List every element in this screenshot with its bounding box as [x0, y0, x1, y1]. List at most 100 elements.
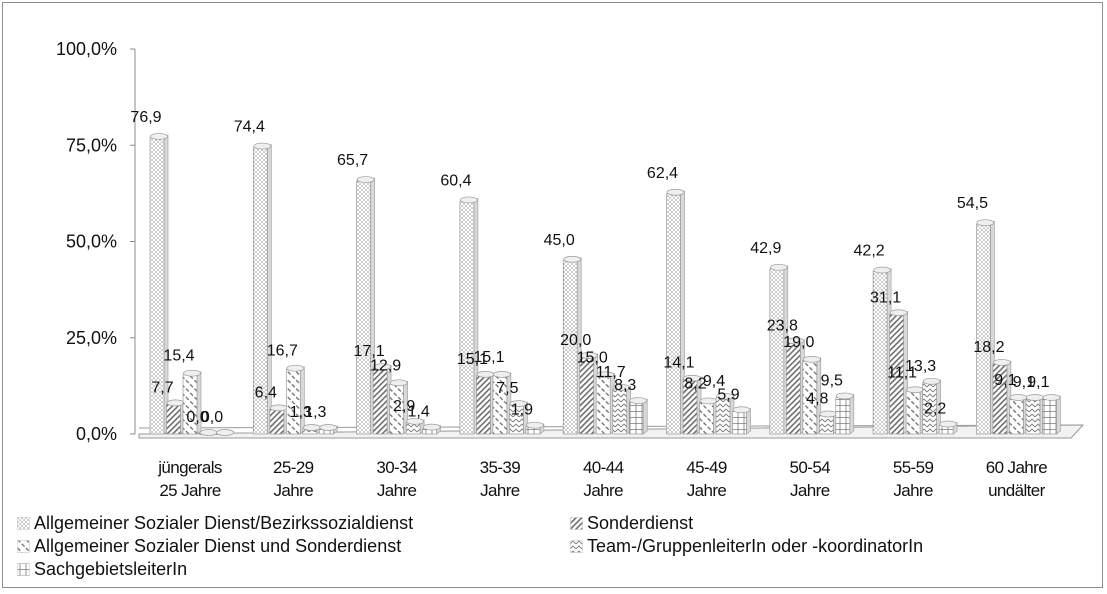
bar-front-face	[595, 375, 611, 435]
bar-top-face	[835, 392, 854, 400]
x-tick-label-line: 30-34	[376, 458, 417, 477]
data-label: 7,7	[151, 379, 173, 396]
data-label: 9,1	[1027, 374, 1049, 391]
bar-top-face	[1009, 394, 1028, 401]
bar-top-face	[319, 424, 338, 431]
bar-top-face	[183, 369, 201, 377]
bar-side-face	[849, 393, 855, 435]
data-label: 60,4	[440, 172, 471, 189]
bar	[199, 429, 218, 436]
bar	[835, 392, 855, 435]
y-tick-label: 75,0%	[66, 135, 117, 155]
bar	[422, 423, 441, 435]
legend-item: Team-/GruppenleiterIn oder -koordinatorI…	[570, 536, 923, 557]
data-label: 74,4	[234, 119, 265, 136]
bar-front-face	[459, 201, 475, 435]
bar-top-face	[666, 188, 685, 196]
x-tick-label-line: Jahre	[687, 481, 727, 500]
bar-front-face	[1042, 398, 1057, 435]
bar-top-face	[460, 196, 478, 204]
bar	[905, 386, 925, 435]
legend-swatch	[17, 563, 30, 576]
legend-item: SachgebietsleiterIn	[17, 559, 187, 580]
data-label: 15,1	[457, 351, 488, 368]
bar	[356, 176, 375, 435]
bar-top-face	[579, 352, 598, 359]
data-label: 23,8	[767, 317, 798, 334]
bar	[938, 420, 958, 435]
bar	[612, 384, 632, 435]
data-label: 9,5	[821, 372, 843, 389]
x-tick-label-line: 60 Jahre	[986, 458, 1048, 477]
y-tick-label: 25,0%	[66, 328, 117, 348]
data-label: 2,9	[393, 398, 415, 415]
bar-side-face	[642, 398, 648, 435]
bar-front-face	[612, 388, 628, 435]
bar-top-face	[286, 364, 305, 372]
data-label: 11,7	[596, 364, 626, 381]
x-tick-label-line: 35-39	[480, 458, 521, 477]
bar-front-face	[1025, 398, 1041, 435]
data-label: 65,7	[337, 152, 368, 169]
data-label: 15,1	[473, 349, 504, 366]
data-label: 76,9	[130, 109, 161, 126]
bar-front-face	[166, 404, 181, 435]
data-label: 20,0	[560, 332, 591, 349]
legend-swatch	[570, 517, 583, 530]
bar	[525, 421, 545, 435]
bar-front-face	[269, 409, 285, 435]
data-label: 11,1	[887, 364, 917, 381]
bar-top-face	[819, 410, 838, 418]
data-label: 9,1	[1013, 374, 1035, 391]
data-label: 5,9	[717, 386, 739, 403]
bar	[1025, 394, 1045, 435]
x-tick-label: 50-54 Jahre	[790, 458, 831, 500]
bar-top-face	[150, 133, 168, 140]
bar	[785, 337, 805, 435]
bar-top-face	[993, 359, 1011, 366]
bar-top-face	[216, 429, 234, 436]
bar	[476, 371, 495, 435]
bar-top-face	[253, 142, 272, 150]
legend-label: Team-/GruppenleiterIn oder -koordinatorI…	[587, 536, 924, 556]
x-tick-label-line: Jahre	[583, 481, 623, 500]
bar-top-face	[422, 423, 441, 431]
bar-top-face	[699, 397, 718, 405]
bar-top-face	[166, 399, 185, 407]
x-tick-label: 35-39 Jahre	[480, 458, 521, 500]
bar-top-face	[476, 371, 495, 378]
bar	[595, 371, 615, 435]
bar-top-face	[596, 371, 615, 379]
bar	[992, 359, 1012, 435]
bar-top-face	[976, 219, 995, 227]
bar-front-face	[476, 375, 491, 435]
bar-front-face	[818, 415, 834, 435]
bar	[922, 377, 941, 435]
x-tick-label: 45-49 Jahre	[686, 458, 727, 500]
data-label: 18,2	[973, 339, 1004, 356]
data-label: 9,4	[703, 373, 725, 390]
bar	[818, 410, 838, 435]
legend-label: Allgemeiner Sozialer Dienst/Bezirkssozia…	[34, 513, 414, 533]
x-tick-label: 25-29 Jahre	[273, 458, 314, 500]
data-label: 4,8	[806, 391, 828, 408]
bar-front-face	[579, 356, 595, 435]
data-label: 19,0	[783, 334, 814, 351]
bar-side-face	[1056, 395, 1061, 435]
bar	[252, 142, 272, 435]
bar	[459, 196, 479, 435]
bar-front-face	[666, 193, 681, 435]
data-label: 7,5	[496, 380, 518, 397]
bar-front-face	[785, 342, 801, 435]
x-tick-label-line: 55-59	[893, 458, 934, 477]
x-tick-label: 30-34 Jahre	[376, 458, 417, 500]
bar-top-face	[906, 386, 924, 394]
data-label: 15,0	[577, 349, 608, 366]
bar-top-face	[269, 404, 288, 412]
legend-label: Allgemeiner Sozialer Dienst und Sonderdi…	[34, 536, 402, 556]
data-label: 9,1	[994, 372, 1016, 389]
bar-top-face	[389, 379, 408, 387]
data-label: 8,2	[684, 375, 706, 392]
bar	[628, 397, 648, 435]
